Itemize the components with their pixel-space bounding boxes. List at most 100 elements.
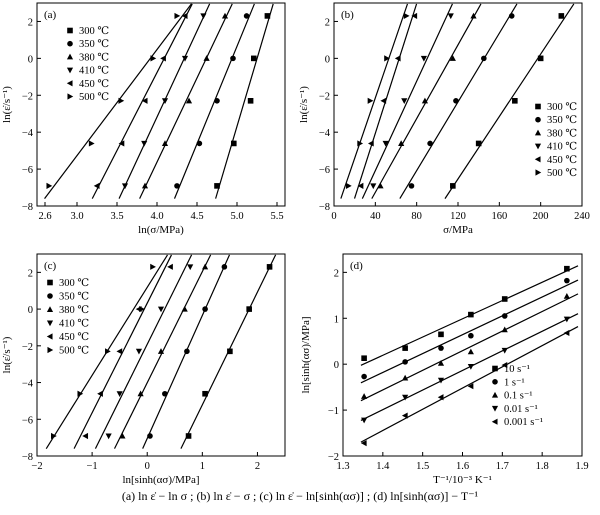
data-point bbox=[467, 348, 474, 355]
legend-label: 380 ℃ bbox=[79, 52, 109, 63]
legend-marker bbox=[47, 279, 53, 286]
fit-lines bbox=[44, 3, 274, 199]
y-axis-title: ln(ε̇/s⁻¹) bbox=[1, 336, 13, 373]
y-tick-label: −6 bbox=[22, 415, 33, 426]
data-point bbox=[202, 390, 208, 397]
data-point bbox=[88, 140, 95, 147]
data-point bbox=[361, 417, 368, 424]
data-point bbox=[266, 264, 273, 270]
legend: 10 s⁻¹ 1 s⁻¹ 0.1 s⁻¹ 0.01 s⁻¹ 0.001 s⁻¹ bbox=[491, 364, 543, 428]
y-tick-label: −6 bbox=[319, 165, 330, 176]
data-point bbox=[402, 394, 409, 401]
data-point bbox=[160, 55, 166, 62]
y-tick-label: −8 bbox=[22, 452, 33, 463]
chart-panel-c: −2 −1 0 1 2 −8 −6 −4 −2 0 2 ln[sinh(ασ)/MPa] ln(ε̇/s… bbox=[1, 253, 286, 486]
legend-marker bbox=[67, 40, 73, 47]
data-point bbox=[467, 363, 474, 370]
data-point bbox=[185, 433, 192, 439]
data-point bbox=[563, 329, 570, 337]
x-tick-label: 0 bbox=[145, 461, 150, 472]
fit-line-series-0 bbox=[215, 3, 274, 199]
legend-marker bbox=[46, 306, 54, 313]
data-point bbox=[563, 293, 570, 299]
legend-marker bbox=[491, 405, 499, 412]
legend-marker bbox=[534, 143, 542, 150]
data-point bbox=[187, 264, 194, 271]
data-point bbox=[162, 390, 168, 397]
y-tick-label: −4 bbox=[22, 379, 34, 390]
legend-label: 10 s⁻¹ bbox=[504, 364, 530, 375]
x-tick-label: 2 bbox=[255, 461, 260, 472]
data-point bbox=[403, 12, 410, 19]
legend-label: 0.01 s⁻¹ bbox=[504, 404, 538, 415]
legend-label: 350 ℃ bbox=[79, 39, 109, 50]
data-point bbox=[481, 55, 487, 62]
panel-label: (d) bbox=[350, 260, 363, 272]
legend-label: 1 s⁻¹ bbox=[504, 377, 525, 388]
data-point bbox=[185, 97, 193, 104]
fit-line-series-4 bbox=[91, 3, 193, 199]
legend-label: 300 ℃ bbox=[59, 278, 89, 289]
data-point bbox=[97, 390, 103, 397]
y-tick-label: 2 bbox=[325, 17, 330, 28]
y-tick-label: −2 bbox=[22, 342, 33, 353]
data-point bbox=[141, 97, 148, 104]
data-point bbox=[135, 348, 143, 355]
data-point bbox=[420, 55, 427, 62]
data-point bbox=[251, 55, 257, 62]
data-point bbox=[501, 362, 508, 369]
legend-marker bbox=[67, 27, 73, 34]
data-point bbox=[447, 13, 454, 20]
data-point bbox=[139, 306, 145, 313]
data-point bbox=[367, 140, 374, 147]
y-tick-label: −1 bbox=[328, 406, 339, 417]
data-point bbox=[118, 97, 125, 104]
data-point bbox=[475, 140, 482, 147]
data-point bbox=[77, 390, 84, 397]
data-point bbox=[380, 97, 387, 104]
data-point bbox=[137, 390, 144, 397]
data-point bbox=[174, 183, 180, 189]
panel-label: (c) bbox=[44, 260, 57, 272]
panel-label: (b) bbox=[341, 9, 354, 21]
plot-frame bbox=[36, 2, 286, 207]
data-point bbox=[157, 306, 165, 313]
legend-marker bbox=[535, 103, 541, 110]
data-point bbox=[558, 13, 565, 19]
data-points bbox=[345, 12, 565, 190]
legend-label: 450 ℃ bbox=[547, 155, 577, 166]
data-point bbox=[421, 97, 429, 104]
fit-line-series-5 bbox=[340, 3, 409, 199]
legend-label: 500 ℃ bbox=[547, 168, 577, 179]
fit-line-series-4 bbox=[360, 326, 579, 443]
legend-marker bbox=[47, 293, 53, 299]
figure-caption: (a) ln ε̇ − ln σ ; (b) ln ε̇ − σ ; (c) l… bbox=[121, 489, 479, 503]
data-point bbox=[161, 98, 169, 105]
legend: 300 ℃ 350 ℃ 380 ℃ 410 ℃ 450 ℃ 500 ℃ bbox=[66, 26, 109, 103]
data-point bbox=[411, 12, 418, 19]
fit-line-series-2 bbox=[139, 3, 233, 199]
data-point bbox=[501, 347, 508, 354]
data-point bbox=[367, 97, 374, 104]
data-point bbox=[468, 332, 474, 339]
data-point bbox=[468, 311, 474, 318]
legend-label: 350 ℃ bbox=[547, 115, 577, 126]
figure-canvas: 2.6 3.0 3.5 4.0 4.5 5.0 5.5 −8 −6 −4 −2 0 2 ln(σ/MPa)… bbox=[1, 2, 590, 486]
x-tick-label: 1.8 bbox=[536, 461, 549, 472]
data-point bbox=[370, 183, 377, 190]
legend-label: 0.1 s⁻¹ bbox=[504, 391, 533, 402]
x-tick-label: 5.0 bbox=[230, 211, 243, 222]
legend-label: 500 ℃ bbox=[79, 92, 109, 103]
legend-label: 450 ℃ bbox=[79, 79, 109, 90]
data-point bbox=[227, 348, 233, 355]
data-point bbox=[93, 182, 100, 189]
data-point bbox=[116, 391, 123, 397]
data-point bbox=[200, 13, 207, 20]
y-tick-label: −4 bbox=[22, 128, 34, 139]
data-point bbox=[402, 345, 408, 351]
data-point bbox=[181, 12, 188, 19]
data-point bbox=[564, 277, 570, 284]
x-tick-label: 5.5 bbox=[270, 211, 283, 222]
data-point bbox=[157, 348, 165, 354]
data-point bbox=[449, 55, 456, 61]
